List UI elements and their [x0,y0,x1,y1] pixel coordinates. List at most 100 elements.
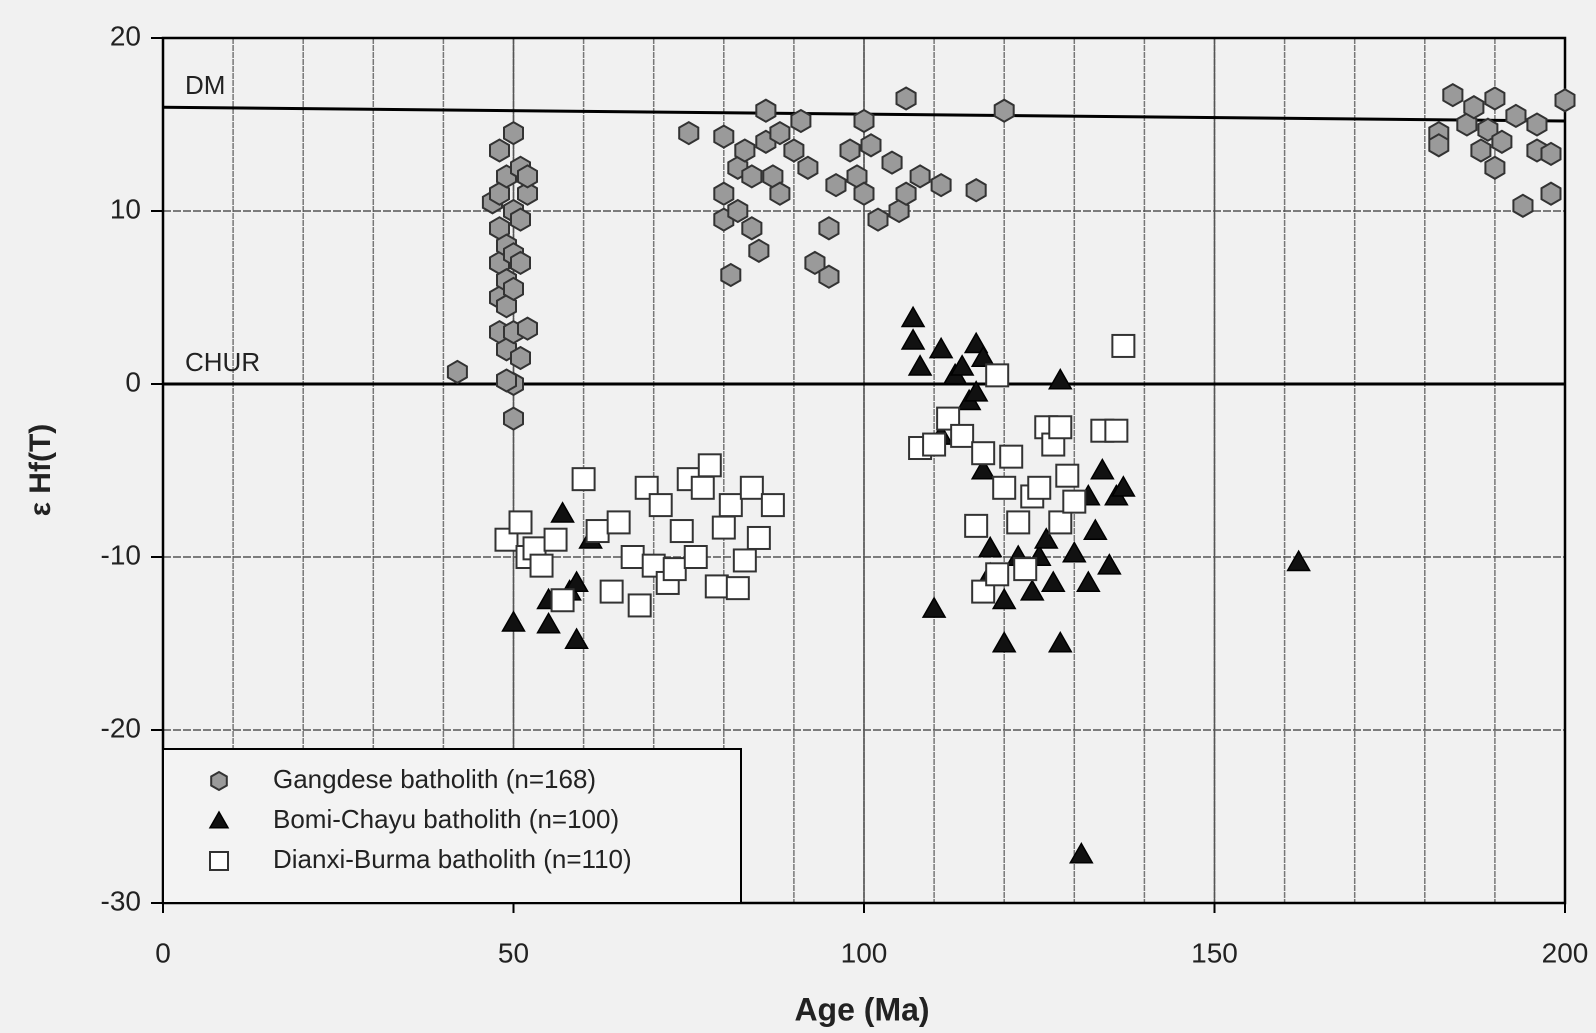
bomi-point [970,345,996,368]
bomi-point [921,596,947,618]
gangdese-point [881,150,903,175]
dianxi-point [606,510,631,535]
legend-label: Gangdese batholith (n=168) [273,764,596,794]
dianxi-point [1111,333,1136,358]
bomi-point [1097,553,1122,575]
x-axis-label: Age (Ma) [794,991,929,1027]
gangdese-point [510,207,531,232]
x-tick-label: 0 [155,937,171,968]
gangdese-point [965,178,987,203]
gangdese-point [860,133,882,158]
dianxi-point [550,588,575,613]
x-tick-label: 100 [841,937,888,968]
gangdese-point [895,181,917,206]
legend-marker [208,810,230,829]
dianxi-point [1048,510,1073,535]
bomi-point [963,380,989,402]
bomi-point [900,328,926,350]
gangdese-point [503,120,524,146]
gangdese-point [825,172,847,198]
gangdese-point [790,108,812,134]
gangdese-point [748,238,770,263]
gangdese-point [741,216,763,241]
dianxi-point [683,545,708,569]
dianxi-point [662,557,687,582]
bomi-point [977,535,1003,558]
dianxi-point [599,579,624,604]
dianxi-point [739,475,764,500]
gangdese-point [517,316,538,341]
bomi-point [550,501,575,523]
legend-marker [209,851,229,871]
dianxi-point [669,519,694,544]
dianxi-point [1055,463,1080,488]
dianxi-point [508,510,533,535]
y-tick-label: -20 [101,712,141,743]
gangdese-point [720,262,742,288]
bomi-point [1111,475,1136,497]
dianxi-point [697,453,722,478]
bomi-point [1047,368,1073,390]
plot-frame [161,36,1567,905]
gangdese-point [755,98,777,123]
bomi-point [1033,527,1059,549]
bomi-point [900,305,926,328]
gangdese-point [797,155,819,180]
bomi-point [1286,549,1311,572]
bomi-point [1019,579,1045,601]
y-tick-label: 10 [110,193,141,224]
bomi-point [501,610,526,632]
bomi-point [1040,570,1066,592]
gangdese-point [1554,88,1576,113]
reference-label: DM [185,70,225,100]
dianxi-point [922,432,947,457]
bomi-point [536,611,561,634]
dianxi-point [985,363,1010,388]
gangdese-point [818,216,840,241]
gangdese-point [1540,141,1562,167]
dianxi-point [1013,557,1038,582]
dianxi-point [971,441,996,466]
dianxi-point [711,515,736,540]
dianxi-point [704,574,729,599]
dianxi-point [992,475,1017,500]
gangdese-point [734,138,756,163]
dianxi-point [571,467,596,492]
y-tick-label: -10 [101,539,141,570]
gangdese-point [895,86,917,111]
gangdese-point [1442,82,1464,108]
dianxi-point [1006,510,1031,535]
dianxi-point [760,493,785,518]
dianxi-point [999,444,1024,469]
gangdese-point [741,164,763,189]
gangdese-point [853,181,875,206]
legend-box [162,748,742,904]
legend-label: Dianxi-Burma batholith (n=110) [273,844,632,874]
bomi-point [1083,518,1108,541]
gangdese-point [727,198,749,224]
legend-label: Bomi-Chayu batholith (n=100) [273,804,619,834]
bomi-point [970,457,996,480]
gangdese-point [517,181,538,206]
bomi-point [963,331,989,354]
gangdese-point [1470,138,1492,163]
dianxi-point [1104,418,1129,443]
bomi-point [991,587,1017,610]
gangdese-point [783,138,805,163]
gangdese-point [1484,155,1506,180]
gangdese-point [510,345,531,371]
gangdese-point [1505,103,1527,129]
y-tick-label: 0 [125,366,141,397]
gangdese-point [496,368,517,393]
gangdese-point [867,207,889,232]
gangdese-point [678,120,700,146]
dianxi-point [690,475,715,500]
gangdese-point [993,98,1015,123]
dianxi-point [985,562,1010,587]
x-tick-label: 200 [1542,937,1589,968]
gangdese-point [769,181,791,206]
bomi-point [564,570,589,592]
bomi-point [991,630,1017,653]
gangdese-point [888,198,910,224]
